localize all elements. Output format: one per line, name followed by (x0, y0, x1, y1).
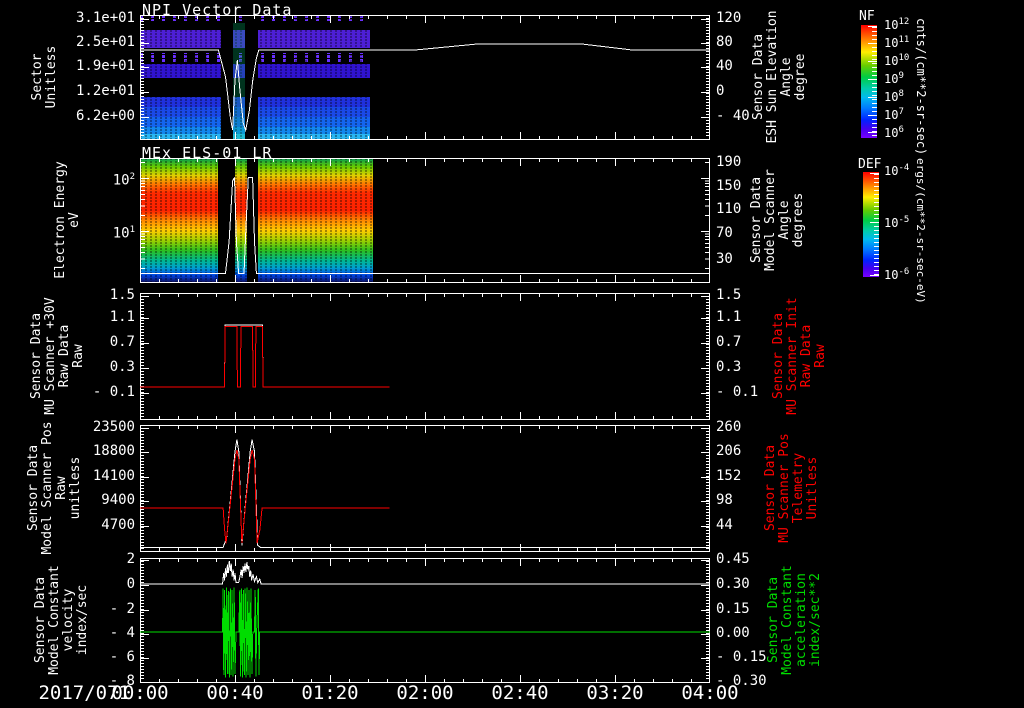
time-tick-label: 00:40 (206, 682, 264, 704)
axis-label-line: Model Constant (780, 565, 795, 675)
tick-label: 1.1 (716, 309, 742, 325)
tick-label: 1.1 (109, 309, 135, 325)
els-spectrogram (140, 158, 710, 283)
tick-label: 152 (716, 468, 742, 484)
axis-label-line: Sensor Data (749, 176, 764, 264)
colorbar-tick: 108 (884, 89, 904, 104)
p5-right-axis-label: Sensor Data Model Constant acceleration … (766, 520, 823, 708)
time-tick-label: 02:00 (396, 682, 454, 704)
colorbar-tick: 10-6 (884, 267, 910, 282)
tick-label: 0 (126, 576, 135, 592)
tick-label: 0.3 (109, 359, 135, 375)
time-tick-label: 03:20 (586, 682, 644, 704)
npi-spectrogram (140, 15, 710, 140)
tick-label: 190 (716, 154, 742, 170)
tick-label: 150 (716, 178, 742, 194)
colorbar-tick: 109 (884, 71, 904, 86)
colorbar-tick: 10-5 (884, 215, 910, 230)
tick-label: 0.00 (716, 625, 750, 641)
nf-colorbar-ticks (868, 26, 877, 136)
axis-label-line: Model Constant (47, 565, 62, 675)
tick-label: - 6 (109, 649, 135, 665)
time-tick-label: 01:20 (301, 682, 359, 704)
axis-label-line: velocity (61, 588, 76, 652)
tick-label: 0.3 (716, 359, 742, 375)
tick-label: 120 (716, 10, 742, 26)
tick-label: 44 (716, 517, 733, 533)
tick-label: 80 (716, 34, 733, 50)
tick-label: 4700 (101, 517, 135, 533)
tick-label: 6.2e+00 (75, 108, 135, 124)
axis-label-line: Sensor Data (33, 576, 48, 664)
time-tick-label: 00:00 (111, 682, 169, 704)
axis-label-line: Sensor Data (766, 576, 781, 664)
def-colorbar-title: DEF (858, 157, 882, 172)
p5-left-axis-label: Sensor Data Model Constant velocity inde… (33, 520, 90, 708)
tick-label: 2 (126, 551, 135, 567)
axis-label-line: index/sec**2 (808, 573, 823, 667)
panel2-title: MEx ELS-01 LR (142, 144, 273, 162)
time-tick-label: 04:00 (681, 682, 739, 704)
tick-label: 110 (716, 201, 742, 217)
model-constant-plot (140, 558, 710, 683)
colorbar-tick: 1011 (884, 35, 910, 50)
tick-label: - 0.1 (716, 384, 759, 400)
tick-label: 206 (716, 443, 742, 459)
panel1-title: NPI Vector Data (142, 1, 293, 19)
tick-label: 14100 (92, 468, 135, 484)
tick-label: 0.7 (109, 334, 135, 350)
axis-label-line: acceleration (794, 573, 809, 667)
def-colorbar-unit: ergs/(cm**2-sr-sec-eV) (914, 158, 927, 304)
tick-label: - 8 (109, 673, 135, 689)
tick-label: 1.9e+01 (75, 58, 135, 74)
tick-label: 1.5 (716, 287, 742, 303)
tick-label: 0.45 (716, 551, 750, 567)
tick-label: 0.7 (716, 334, 742, 350)
tick-label: 70 (716, 225, 733, 241)
tick-label: 0 (716, 83, 725, 99)
tick-label: 18800 (92, 443, 135, 459)
scanner-pos-plot (140, 425, 710, 552)
tick-label: 23500 (92, 419, 135, 435)
axis-label-line: Sector (30, 53, 45, 101)
nf-colorbar-unit: cnts/(cm**2-sr-sec) (914, 18, 928, 156)
date-label: 2017/071 (38, 682, 130, 704)
axis-label-line: index/sec (75, 584, 90, 656)
colorbar-tick: 106 (884, 125, 904, 140)
tick-label: 9400 (101, 492, 135, 508)
tick-label: - 2 (109, 601, 135, 617)
colorbar-tick: 107 (884, 107, 904, 122)
time-tick-label: 02:40 (491, 682, 549, 704)
nf-colorbar (861, 25, 877, 138)
tick-label: 3.1e+01 (75, 10, 135, 26)
mu-scanner-plot (140, 293, 710, 420)
tick-label: 102 (112, 172, 135, 189)
tick-label: 260 (716, 419, 742, 435)
tick-label: 101 (112, 225, 135, 242)
tick-label: 1.5 (109, 287, 135, 303)
tick-label: 1.2e+01 (75, 83, 135, 99)
nf-colorbar-title: NF (859, 9, 875, 24)
tick-label: - 0.30 (716, 673, 767, 689)
tick-label: 98 (716, 492, 733, 508)
tick-label: - 0.15 (716, 649, 767, 665)
tick-label: - 0.1 (92, 384, 135, 400)
colorbar-tick: 10-4 (884, 163, 910, 178)
tick-label: 30 (716, 251, 733, 267)
tick-label: 0.15 (716, 601, 750, 617)
tick-label: - 4 (109, 625, 135, 641)
tick-label: 40 (716, 58, 733, 74)
tick-label: - 40 (716, 108, 750, 124)
colorbar-tick: 1010 (884, 53, 910, 68)
def-colorbar-ticks (870, 173, 879, 276)
tick-label: 2.5e+01 (75, 34, 135, 50)
tick-label: 0.30 (716, 576, 750, 592)
colorbar-tick: 1012 (884, 17, 910, 32)
